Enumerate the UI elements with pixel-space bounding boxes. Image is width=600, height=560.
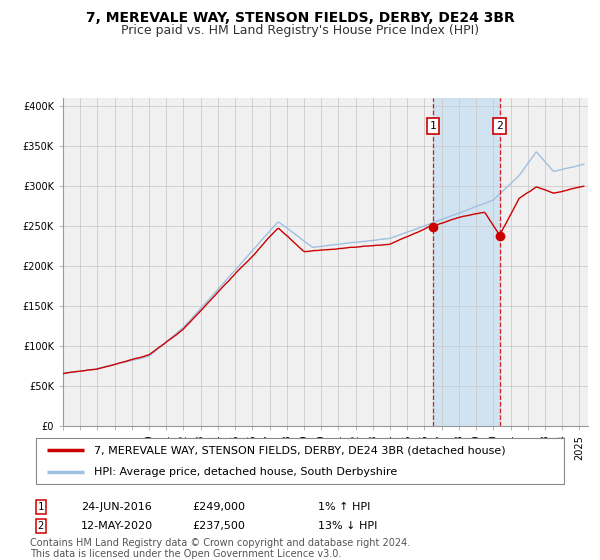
Text: 2: 2	[38, 521, 44, 531]
Text: 7, MEREVALE WAY, STENSON FIELDS, DERBY, DE24 3BR (detached house): 7, MEREVALE WAY, STENSON FIELDS, DERBY, …	[94, 445, 506, 455]
Text: 7, MEREVALE WAY, STENSON FIELDS, DERBY, DE24 3BR: 7, MEREVALE WAY, STENSON FIELDS, DERBY, …	[86, 11, 514, 25]
Text: 24-JUN-2016: 24-JUN-2016	[81, 502, 152, 512]
Text: HPI: Average price, detached house, South Derbyshire: HPI: Average price, detached house, Sout…	[94, 468, 397, 478]
Bar	[433, 98, 500, 426]
Text: Contains HM Land Registry data © Crown copyright and database right 2024.
This d: Contains HM Land Registry data © Crown c…	[30, 538, 410, 559]
Text: 1: 1	[430, 121, 436, 131]
Text: 2: 2	[496, 121, 503, 131]
Text: Price paid vs. HM Land Registry's House Price Index (HPI): Price paid vs. HM Land Registry's House …	[121, 24, 479, 36]
Text: £249,000: £249,000	[192, 502, 245, 512]
Text: 13% ↓ HPI: 13% ↓ HPI	[318, 521, 377, 531]
Text: £237,500: £237,500	[192, 521, 245, 531]
Text: 1% ↑ HPI: 1% ↑ HPI	[318, 502, 370, 512]
FancyBboxPatch shape	[36, 438, 564, 484]
Text: 12-MAY-2020: 12-MAY-2020	[81, 521, 153, 531]
Text: 1: 1	[38, 502, 44, 512]
